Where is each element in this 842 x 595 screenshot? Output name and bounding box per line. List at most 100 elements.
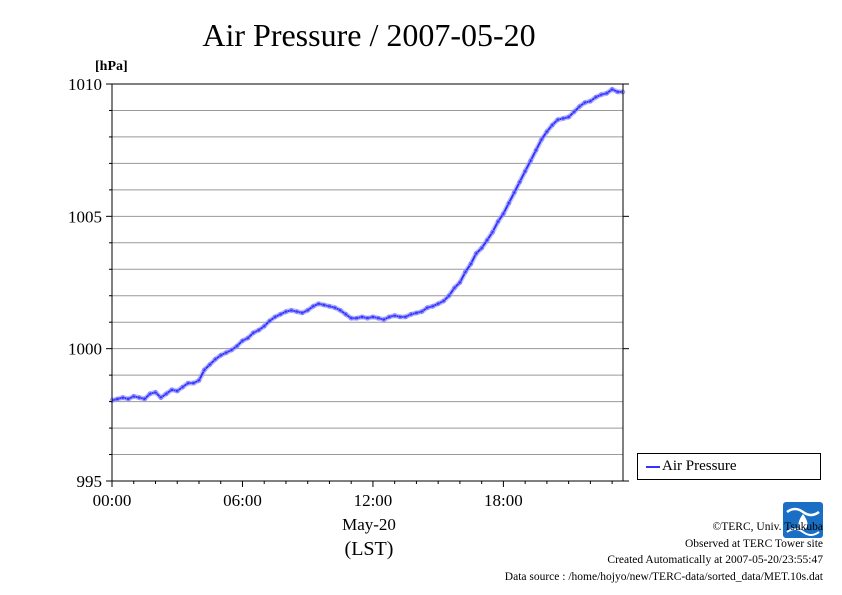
data-point: [615, 89, 620, 95]
x-tick-label: 12:00: [354, 491, 393, 510]
data-point: [294, 309, 300, 314]
credit-source: Data source : /home/hojyo/new/TERC-data/…: [504, 570, 823, 583]
data-point: [593, 95, 599, 100]
x-tick-label: 00:00: [93, 491, 132, 510]
data-point: [484, 237, 490, 243]
data-point: [115, 396, 120, 402]
data-point: [305, 308, 310, 313]
x-tick-label: 18:00: [484, 491, 523, 510]
data-point: [430, 304, 435, 309]
data-point: [582, 100, 588, 105]
data-point: [479, 245, 484, 251]
data-point: [310, 304, 316, 309]
data-point: [414, 310, 419, 316]
data-point: [354, 316, 359, 321]
data-point: [397, 314, 403, 320]
data-point: [522, 169, 528, 174]
legend-box: Air Pressure: [637, 453, 821, 480]
data-point: [468, 261, 473, 267]
data-point: [245, 335, 251, 341]
data-point: [262, 323, 267, 329]
data-point: [256, 327, 261, 333]
data-point: [441, 298, 446, 304]
axis-ticks: 995 1000 1005 1010 00:00 06:00 12:00 18:00: [68, 75, 629, 510]
data-point: [343, 312, 348, 317]
data-point: [365, 316, 370, 321]
data-point: [571, 109, 577, 114]
data-point: [376, 316, 381, 321]
y-tick-label: 1005: [68, 207, 102, 226]
data-point: [517, 179, 522, 185]
data-point: [136, 395, 142, 400]
data-point: [609, 87, 615, 92]
data-point: [359, 314, 365, 320]
data-point: [599, 92, 604, 97]
y-tick-label: 1000: [68, 340, 102, 359]
data-point: [561, 116, 566, 121]
legend-line-swatch: [646, 466, 660, 468]
data-point: [490, 230, 495, 235]
data-point: [544, 129, 550, 134]
data-point: [408, 312, 414, 317]
data-point: [533, 147, 539, 153]
series-layer: [109, 86, 626, 403]
data-point: [370, 314, 376, 320]
data-point: [223, 350, 229, 355]
data-point: [207, 362, 213, 367]
data-point: [457, 280, 463, 285]
legend-label: Air Pressure: [662, 458, 737, 474]
series-band: [111, 86, 623, 403]
data-point: [588, 99, 593, 104]
data-point: [191, 380, 196, 386]
x-axis-date-label: May-20: [342, 515, 396, 534]
data-point: [348, 316, 354, 321]
x-tick-label: 06:00: [223, 491, 262, 510]
data-point: [566, 114, 571, 120]
data-point: [463, 269, 468, 275]
chart-title: Air Pressure / 2007-05-20: [202, 17, 535, 53]
data-point: [327, 304, 332, 309]
data-point: [251, 330, 256, 335]
data-point: [332, 305, 338, 310]
plot-frame: [111, 83, 624, 482]
data-point: [272, 314, 278, 320]
y-tick-label: 1010: [68, 75, 102, 94]
data-point: [539, 137, 544, 142]
data-point: [425, 305, 430, 310]
data-point: [218, 353, 223, 358]
data-point: [185, 380, 191, 386]
data-point: [229, 347, 234, 353]
data-point: [147, 391, 153, 396]
data-point: [142, 396, 147, 402]
data-point: [240, 338, 245, 343]
credit-site: Observed at TERC Tower site: [684, 537, 823, 550]
data-point: [452, 285, 457, 290]
data-point: [495, 219, 501, 224]
data-point: [321, 302, 327, 308]
data-point: [435, 301, 441, 306]
data-point: [120, 395, 126, 400]
data-point: [555, 117, 560, 122]
data-point: [338, 308, 343, 313]
terc-logo-icon: [783, 502, 823, 538]
data-point: [528, 158, 533, 163]
data-point: [202, 367, 207, 373]
data-point: [512, 190, 517, 195]
credit-created: Created Automatically at 2007-05-20/23:5…: [607, 554, 823, 566]
data-point: [392, 313, 397, 318]
data-point: [387, 314, 392, 320]
data-point: [316, 301, 321, 306]
data-point: [474, 251, 479, 256]
data-point: [278, 312, 283, 317]
data-point: [180, 384, 185, 390]
credit-copyright: ©TERC, Univ. Tsukuba: [712, 521, 823, 533]
data-point: [604, 91, 609, 96]
data-point: [267, 318, 272, 324]
grid-lines: [112, 109, 623, 456]
data-point: [506, 200, 512, 206]
data-point: [419, 309, 425, 314]
data-point: [153, 390, 158, 395]
data-point: [403, 314, 408, 320]
data-point: [283, 309, 289, 314]
